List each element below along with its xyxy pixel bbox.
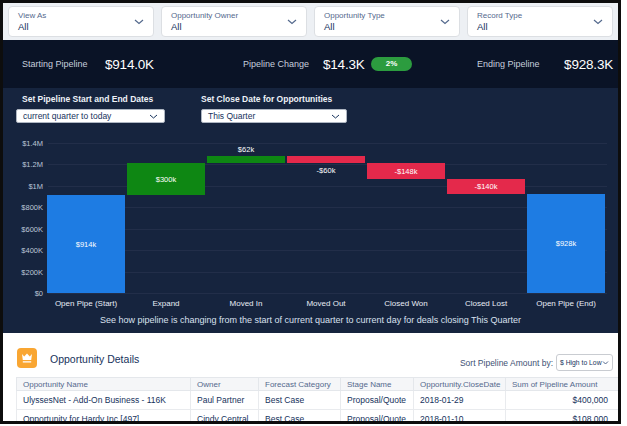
gridline: [48, 229, 607, 230]
column-header[interactable]: Owner: [191, 378, 259, 391]
sort-value: $ High to Low: [560, 359, 602, 366]
column-header[interactable]: Sum of Pipeline Amount: [506, 378, 619, 391]
column-header[interactable]: Opportunity Name: [17, 378, 191, 391]
table-cell: 2018-01-10: [414, 410, 506, 422]
column-header[interactable]: Opportunity.CloseDate: [414, 378, 506, 391]
y-axis-tick: $0: [3, 289, 43, 298]
gridline: [48, 143, 607, 144]
filter-value: All: [171, 21, 297, 32]
y-axis-tick: $1.2M: [3, 160, 43, 169]
table-cell: Cindy Central: [191, 410, 259, 422]
x-axis-label: Moved In: [206, 299, 286, 308]
x-axis-label: Open Pipe (Start): [46, 299, 126, 308]
table-row[interactable]: Opportunity for Hardy Inc [497]Cindy Cen…: [17, 410, 619, 422]
filter-row: View AsAllOpportunity OwnerAllOpportunit…: [3, 3, 618, 40]
filter-label: View As: [18, 11, 144, 20]
table-row[interactable]: UlyssesNet - Add-On Business - 116KPaul …: [17, 391, 619, 410]
bar-value-label: -$140k: [475, 182, 498, 191]
opportunity-details-section: Opportunity Details Sort Pipeline Amount…: [3, 333, 618, 421]
chart-caption: See how pipeline is changing from the st…: [3, 315, 618, 325]
sort-select[interactable]: $ High to Low: [556, 354, 613, 371]
waterfall-chart: $0 $200K $400K $600K $800K $1M $1.2M $1.4M $914k…: [3, 88, 618, 333]
pipeline-dashboard: View AsAllOpportunity OwnerAllOpportunit…: [0, 0, 627, 426]
filter-value: All: [18, 21, 144, 32]
gridline: [48, 207, 607, 208]
filter-card-record-type[interactable]: Record TypeAll: [467, 6, 613, 37]
waterfall-bar-moved-out[interactable]: [287, 156, 365, 162]
table-cell: UlyssesNet - Add-On Business - 116K: [17, 391, 191, 410]
waterfall-bar-moved-in[interactable]: [207, 156, 285, 163]
table-cell: Best Case: [259, 410, 341, 422]
table-cell: 2018-01-29: [414, 391, 506, 410]
sort-label: Sort Pipeline Amount by:: [460, 358, 553, 368]
kpi-bar: Starting Pipeline $914.0K Pipeline Chang…: [3, 40, 618, 88]
y-axis-tick: $800K: [3, 203, 43, 212]
bar-value-label: $62k: [238, 145, 254, 154]
bar-value-label: $300k: [156, 175, 176, 184]
x-axis-label: Closed Won: [366, 299, 446, 308]
pipeline-change-label: Pipeline Change: [243, 59, 309, 69]
bar-value-label: -$148k: [395, 167, 418, 176]
y-axis-tick: $600K: [3, 224, 43, 233]
y-axis-tick: $1.4M: [3, 138, 43, 147]
y-axis-tick: $1M: [3, 181, 43, 190]
chevron-down-icon: [440, 19, 450, 25]
x-axis-label: Moved Out: [286, 299, 366, 308]
filter-card-opportunity-owner[interactable]: Opportunity OwnerAll: [161, 6, 307, 37]
crown-icon: [17, 348, 37, 368]
ending-pipeline-value: $928.3K: [564, 57, 613, 72]
table-cell: $108,000: [506, 410, 619, 422]
gridline: [48, 272, 607, 273]
table-cell: Opportunity for Hardy Inc [497]: [17, 410, 191, 422]
starting-pipeline-value: $914.0K: [105, 57, 154, 72]
bar-value-label: $928k: [556, 239, 576, 248]
gridline: [48, 293, 607, 294]
filter-label: Opportunity Owner: [171, 11, 297, 20]
chevron-down-icon: [593, 19, 603, 25]
chart-section: Set Pipeline Start and End Dates current…: [3, 88, 618, 333]
x-axis-label: Open Pipe (End): [526, 299, 606, 308]
table-cell: Paul Partner: [191, 391, 259, 410]
gridline: [48, 250, 607, 251]
table-cell: Proposal/Quote: [341, 391, 414, 410]
table-cell: Proposal/Quote: [341, 410, 414, 422]
filter-value: All: [324, 21, 450, 32]
chevron-down-icon: [134, 19, 144, 25]
pipeline-change-badge: 2%: [371, 57, 412, 71]
column-header[interactable]: Stage Name: [341, 378, 414, 391]
opportunity-table: Opportunity NameOwnerForecast CategorySt…: [16, 377, 618, 421]
column-header[interactable]: Forecast Category: [259, 378, 341, 391]
pipeline-change-value: $14.3K: [323, 57, 365, 72]
chevron-down-icon: [602, 361, 609, 365]
table-cell: Best Case: [259, 391, 341, 410]
ending-pipeline-label: Ending Pipeline: [477, 59, 540, 69]
x-axis-label: Closed Lost: [446, 299, 526, 308]
details-title: Opportunity Details: [50, 353, 139, 365]
chevron-down-icon: [287, 19, 297, 25]
table-cell: $400,000: [506, 391, 619, 410]
filter-value: All: [477, 21, 603, 32]
starting-pipeline-label: Starting Pipeline: [22, 59, 88, 69]
bar-value-label: $914k: [76, 240, 96, 249]
filter-label: Opportunity Type: [324, 11, 450, 20]
y-axis-tick: $200K: [3, 267, 43, 276]
filter-card-opportunity-type[interactable]: Opportunity TypeAll: [314, 6, 460, 37]
bar-value-label: -$60k: [317, 166, 336, 175]
filter-card-view-as[interactable]: View AsAll: [8, 6, 154, 37]
y-axis-tick: $400K: [3, 246, 43, 255]
filter-label: Record Type: [477, 11, 603, 20]
x-axis-label: Expand: [126, 299, 206, 308]
